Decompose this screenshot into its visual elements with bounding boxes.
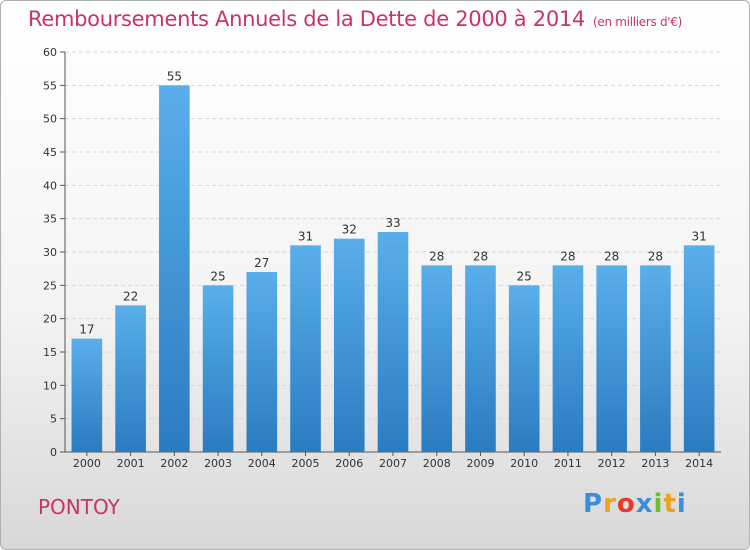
bar [333,238,365,452]
bar [465,265,496,452]
labels: 0 5 10 15 20 25 30 35 40 45 50 55 60 17 2000 22 2001 55 20… [43,46,713,470]
x-tick-label: 2011 [554,457,582,470]
bar [246,272,278,452]
x-tick-label: 2013 [641,457,669,470]
bars [71,85,715,452]
y-tick-label: 35 [43,213,57,226]
bar-value-label: 17 [79,323,94,337]
x-tick-label: 2007 [379,457,407,470]
y-tick-label: 55 [43,79,57,92]
commune-name: PONTOY [38,495,120,519]
title-text: Remboursements Annuels de la Dette de 20… [28,7,585,31]
y-tick-label: 15 [43,346,57,359]
bar-value-label: 28 [473,249,488,263]
x-tick-label: 2012 [598,457,626,470]
bar [202,285,234,452]
bar-value-label: 25 [517,269,532,283]
logo-letter: P [583,489,604,519]
bar [115,305,146,452]
bar-value-label: 28 [604,249,619,263]
bar-value-label: 55 [167,69,182,83]
logo-letter: x [635,489,654,519]
bar-value-label: 28 [429,249,444,263]
y-tick-label: 20 [43,313,57,326]
x-tick-label: 2003 [204,457,232,470]
x-tick-label: 2005 [292,457,320,470]
logo-letter: o [616,489,636,519]
x-tick-label: 2006 [335,457,363,470]
y-tick-label: 10 [43,379,57,392]
bar [552,265,584,452]
bar [596,265,627,452]
bar-value-label: 33 [385,216,400,230]
y-tick-label: 25 [43,279,57,292]
chart-title: Remboursements Annuels de la Dette de 20… [28,7,682,31]
x-tick-label: 2010 [510,457,538,470]
bar [508,285,540,452]
bar [683,245,715,452]
bar-value-label: 27 [254,256,269,270]
bar-value-label: 31 [298,229,313,243]
logo-letter: i [676,489,687,519]
y-tick-label: 45 [43,146,57,159]
logo-letter: r [603,489,617,519]
x-tick-label: 2008 [423,457,451,470]
bar [377,232,409,452]
x-tick-label: 2009 [466,457,494,470]
chart-subtitle: (en milliers d'€) [593,15,683,29]
bar-value-label: 28 [560,249,575,263]
proxiti-logo: Proxiti [583,489,687,519]
x-tick-label: 2002 [160,457,188,470]
logo-letter: i [653,489,664,519]
bar [71,338,103,452]
x-tick-label: 2014 [685,457,713,470]
x-tick-label: 2001 [117,457,145,470]
bar-value-label: 28 [648,249,663,263]
x-tick-label: 2000 [73,457,101,470]
y-tick-label: 0 [50,446,57,459]
bar-value-label: 25 [210,269,225,283]
y-tick-label: 50 [43,113,57,126]
y-tick-label: 40 [43,179,57,192]
logo-letter: t [663,489,677,519]
y-tick-label: 5 [50,413,57,426]
bar-value-label: 31 [691,229,706,243]
y-tick-label: 30 [43,246,57,259]
bar-value-label: 32 [342,223,357,237]
x-tick-label: 2004 [248,457,276,470]
bar [290,245,321,452]
bar [421,265,453,452]
y-tick-label: 60 [43,46,57,59]
bar [640,265,671,452]
bar [159,85,190,452]
bar-value-label: 22 [123,289,138,303]
